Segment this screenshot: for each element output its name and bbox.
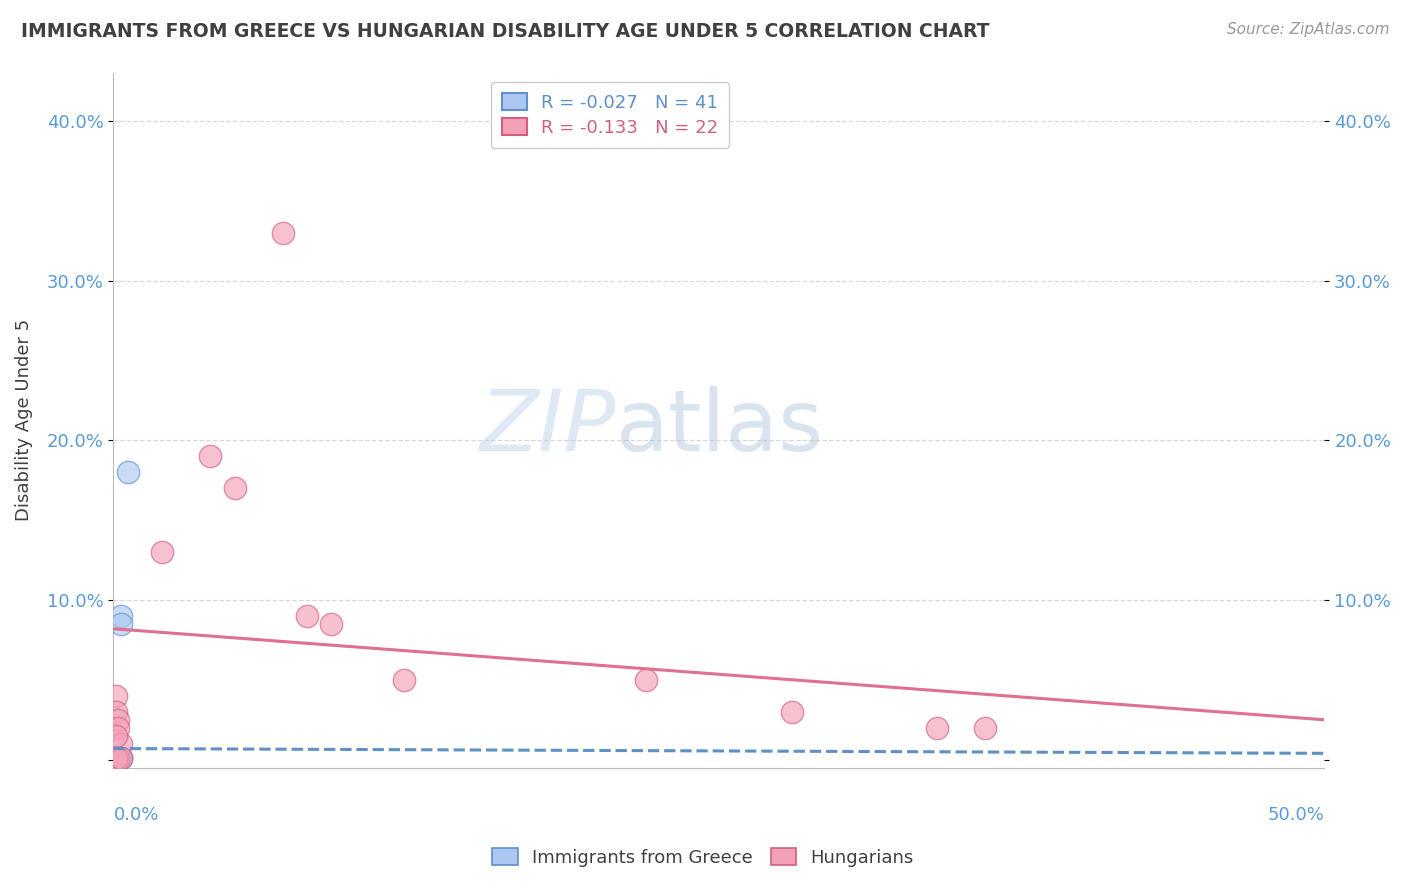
Point: [110, 609, 132, 624]
Point: [392, 673, 415, 687]
Point: [104, 751, 127, 765]
Point: [104, 751, 127, 765]
Point: [107, 751, 129, 765]
Text: atlas: atlas: [616, 385, 824, 469]
Point: [104, 751, 127, 765]
Point: [110, 617, 132, 632]
Point: [117, 465, 139, 479]
Point: [104, 751, 127, 765]
Point: [104, 751, 127, 765]
Point: [104, 751, 127, 765]
Legend: R = -0.027   N = 41, R = -0.133   N = 22: R = -0.027 N = 41, R = -0.133 N = 22: [491, 82, 730, 147]
Point: [107, 751, 129, 765]
Point: [110, 751, 132, 765]
Point: [780, 705, 803, 719]
Point: [107, 751, 129, 765]
Point: [321, 617, 343, 632]
Point: [104, 751, 127, 765]
Point: [104, 751, 127, 765]
Point: [104, 751, 127, 765]
Point: [107, 751, 129, 765]
Point: [104, 751, 127, 765]
Y-axis label: Disability Age Under 5: Disability Age Under 5: [15, 319, 32, 522]
Point: [107, 751, 129, 765]
Point: [107, 751, 129, 765]
Point: [271, 226, 294, 240]
Point: [104, 751, 127, 765]
Point: [104, 751, 127, 765]
Point: [110, 751, 132, 765]
Point: [104, 751, 127, 765]
Point: [104, 751, 127, 765]
Point: [104, 689, 127, 703]
Legend: Immigrants from Greece, Hungarians: Immigrants from Greece, Hungarians: [485, 841, 921, 874]
Point: [104, 751, 127, 765]
Point: [110, 751, 132, 765]
Point: [107, 751, 129, 765]
Point: [636, 673, 658, 687]
Point: [104, 751, 127, 765]
Text: IMMIGRANTS FROM GREECE VS HUNGARIAN DISABILITY AGE UNDER 5 CORRELATION CHART: IMMIGRANTS FROM GREECE VS HUNGARIAN DISA…: [21, 22, 990, 41]
Point: [104, 729, 127, 743]
Point: [974, 721, 997, 735]
Point: [104, 751, 127, 765]
Point: [104, 751, 127, 765]
Point: [104, 751, 127, 765]
Point: [104, 751, 127, 765]
Text: 50.0%: 50.0%: [1268, 805, 1324, 824]
Point: [110, 737, 132, 751]
Text: 0.0%: 0.0%: [114, 805, 159, 824]
Text: Source: ZipAtlas.com: Source: ZipAtlas.com: [1226, 22, 1389, 37]
Point: [104, 751, 127, 765]
Point: [224, 481, 246, 495]
Point: [107, 751, 129, 765]
Point: [107, 713, 129, 727]
Point: [104, 751, 127, 765]
Point: [107, 751, 129, 765]
Point: [107, 751, 129, 765]
Point: [107, 721, 129, 735]
Point: [107, 751, 129, 765]
Point: [104, 751, 127, 765]
Point: [104, 705, 127, 719]
Point: [104, 751, 127, 765]
Point: [107, 751, 129, 765]
Point: [104, 751, 127, 765]
Point: [200, 450, 222, 464]
Point: [104, 751, 127, 765]
Point: [150, 545, 173, 559]
Point: [925, 721, 948, 735]
Point: [104, 751, 127, 765]
Text: ZIP: ZIP: [479, 385, 616, 469]
Point: [297, 609, 319, 624]
Point: [104, 751, 127, 765]
